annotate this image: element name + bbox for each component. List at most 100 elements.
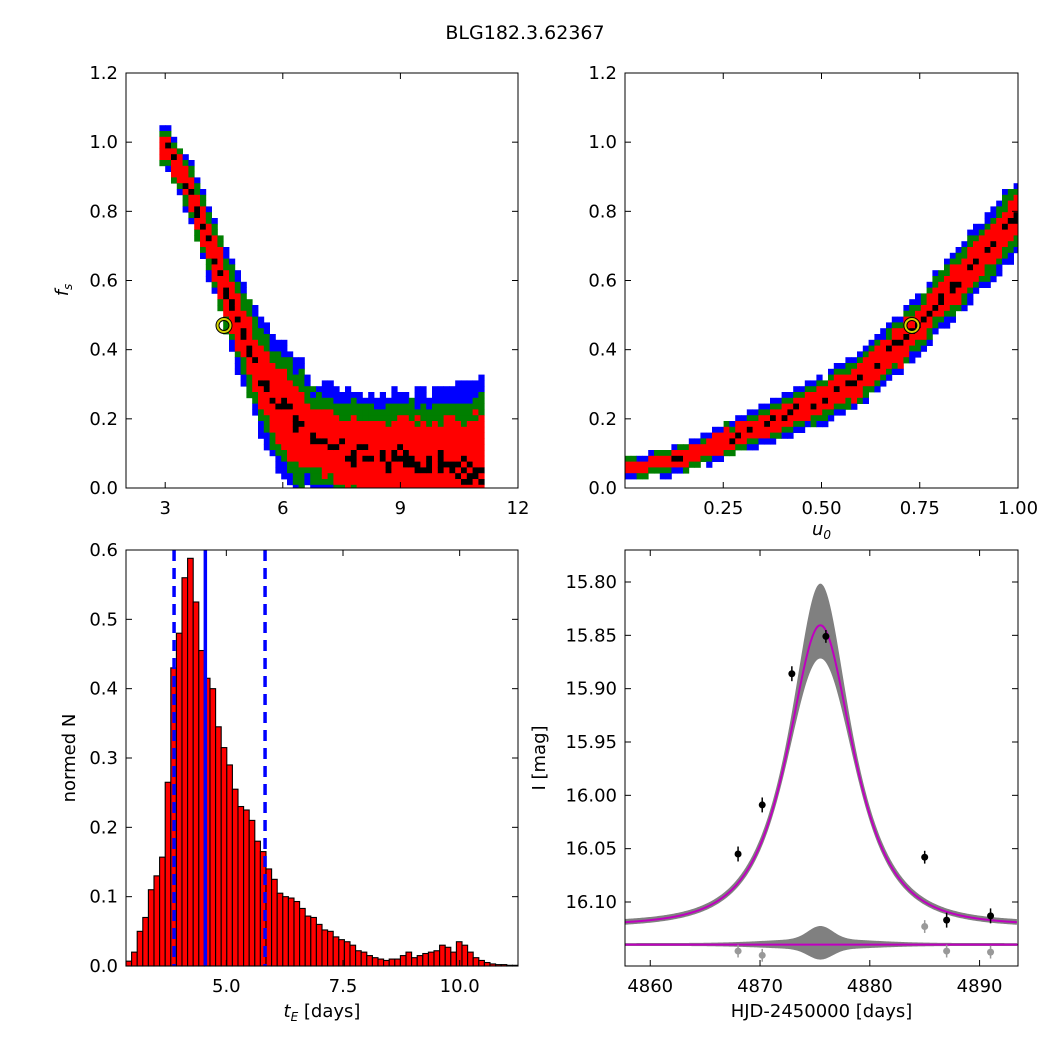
density-cell-black [735,432,742,439]
density-cell-black [822,397,829,404]
density-cell-red [973,247,980,254]
density-cell-red [862,374,869,381]
density-cell-red [368,450,375,457]
x-tick-label: 0.75 [900,498,940,519]
density-cell-green [379,409,386,416]
density-cell-blue [391,397,398,404]
density-cell-red [438,496,444,502]
density-cell-blue [298,363,305,370]
density-cell-red [368,479,375,486]
density-cell-red [229,328,236,335]
density-cell-green [269,357,276,364]
density-cell-black [281,403,288,410]
density-cell-blue [200,252,207,259]
density-cell-green [741,444,748,451]
histogram-bar [472,957,480,967]
density-cell-red [281,426,288,433]
density-cell-red [723,426,730,433]
density-cell-red [252,363,259,370]
density-cell-green [799,421,806,428]
density-cell-red [385,455,392,462]
density-cell-red [240,322,247,329]
density-cell-red [955,264,962,271]
density-cell-blue [455,397,462,404]
density-cell-red [688,450,695,457]
density-cell-red [374,473,381,480]
density-cell-red [723,432,730,439]
density-cell-red [909,334,916,341]
density-cell-green [996,258,1003,265]
density-cell-blue [374,520,380,526]
density-cell-red [350,421,357,428]
density-cell-red [845,374,852,381]
density-cell-green [926,328,933,335]
density-cell-red [263,409,270,416]
density-cell-red [432,461,439,468]
density-cell-blue [293,496,299,502]
density-cell-blue [758,438,765,445]
density-cell-green [298,368,305,375]
density-cell-red [473,491,479,497]
density-cell-green [310,397,317,404]
density-cell-red [200,229,207,236]
histogram-bar [461,944,469,967]
density-cell-green [473,520,479,526]
density-cell-blue [466,392,473,399]
density-cell-black [379,450,386,457]
density-cell-red [345,432,352,439]
density-cell-red [321,455,328,462]
density-cell-red [408,432,415,439]
density-cell-red [234,299,241,306]
density-cell-blue [328,496,334,502]
density-cell-blue [240,287,247,294]
density-cell-blue [461,386,468,393]
density-cell-blue [281,467,288,474]
density-cell-green [816,415,823,422]
density-cell-red [478,426,485,433]
density-cell-red [891,357,898,364]
density-cell-red [828,392,835,399]
density-cell-blue [432,386,439,393]
density-cell-red [816,392,823,399]
density-cell-red [886,357,893,364]
x-axis-label: tE [days] [284,1001,361,1024]
density-cell-blue [333,397,340,404]
density-cell-red [420,491,426,497]
density-cell-red [920,334,927,341]
density-cell-red [408,467,415,474]
density-cell-green [478,531,484,537]
density-cell-green [443,403,450,410]
density-cell-blue [380,520,386,526]
density-cell-green [828,409,835,416]
density-cell-green [292,380,299,387]
density-cell-blue [891,316,898,323]
density-cell-red [455,421,462,428]
density-cell-red [636,467,643,474]
density-cell-blue [281,345,288,352]
density-cell-red [432,484,439,488]
density-cell-blue [409,531,415,537]
density-cell-red [287,415,294,422]
density-cell-green [240,305,247,312]
density-cell-red [403,479,410,486]
x-tick-label: 5.0 [212,976,241,997]
density-cell-red [426,502,432,508]
density-cell-red [444,496,450,502]
histogram-bar [254,840,261,967]
density-cell-green [263,421,270,428]
density-cell-red [1019,230,1025,236]
density-cell-red [281,421,288,428]
density-cell-black [845,380,852,387]
density-cell-blue [304,380,311,387]
density-cell-red [345,421,352,428]
density-cell-blue [984,281,991,288]
density-cell-blue [345,508,351,514]
density-cell-red [868,380,875,387]
density-cell-green [188,171,195,178]
density-cell-red [833,374,840,381]
density-cell-green [787,426,794,433]
density-cell-red [403,421,410,428]
density-cell-blue [292,363,299,370]
density-cell-red [304,421,311,428]
density-cell-red [391,444,398,451]
